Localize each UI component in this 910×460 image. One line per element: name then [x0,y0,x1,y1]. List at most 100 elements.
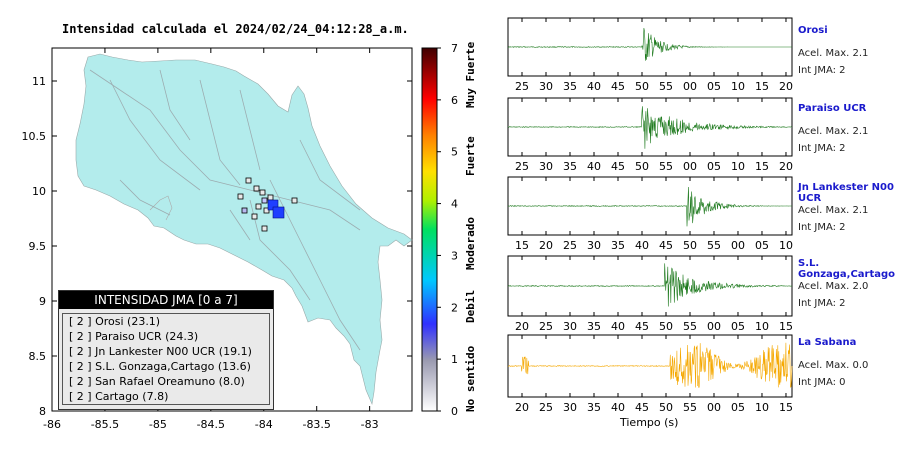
time-tick-label: 55 [683,320,697,333]
time-tick-label: 55 [683,401,697,414]
time-tick-label: 20 [779,160,793,173]
time-tick-label: 55 [707,239,721,252]
station-name-4: La Sabana [798,337,857,348]
time-tick-label: 45 [611,160,625,173]
x-tick-label: -84.5 [197,418,225,431]
x-tick-label: -85.5 [91,418,119,431]
colorbar-tick-label: 0 [451,405,458,418]
station-int-4: Int JMA: 0 [798,377,846,388]
time-tick-label: 05 [731,401,745,414]
legend-row: [ 2 ] Cartago (7.8) [69,390,169,403]
time-tick-label: 40 [587,80,601,93]
time-tick-label: 45 [635,401,649,414]
time-tick-label: 40 [611,320,625,333]
time-tick-label: 40 [611,401,625,414]
colorbar-tick-label: 4 [451,198,458,211]
station-name-3: S.L. Gonzaga,Cartago [798,258,896,280]
time-tick-label: 15 [779,401,793,414]
seismogram-panel: 25 30 35 40 45 50 55 00 05 10 15 20 [507,17,793,93]
y-tick-label: 11 [32,75,46,88]
time-tick-label: 20 [539,239,553,252]
colorbar-gradient [421,47,438,412]
intensity-legend: INTENSIDAD JMA [0 a 7] [ 2 ] Orosi (23.1… [58,290,274,410]
time-tick-label: 35 [563,80,577,93]
time-tick-label: 30 [563,401,577,414]
station-int-1: Int JMA: 2 [798,143,846,154]
seismogram-panel: 20 25 30 35 40 45 50 55 00 05 10 15 [507,334,793,414]
colorbar-tick-label: 5 [451,146,458,159]
station-name-1: Paraiso UCR [798,103,867,114]
time-tick-label: 25 [539,320,553,333]
time-tick-label: 50 [635,80,649,93]
waveform-trace [508,27,792,61]
time-tick-label: 05 [707,160,721,173]
legend-row: [ 2 ] Orosi (23.1) [69,315,161,328]
station-acel-1: Acel. Max. 2.1 [798,126,869,137]
station-acel-2: Acel. Max. 2.1 [798,205,869,216]
x-tick-label: -84 [255,418,273,431]
colorbar-label-muy-fuerte: Muy Fuerte [464,41,477,108]
time-tick-label: 00 [707,401,721,414]
time-tick-label: 45 [659,239,673,252]
time-tick-label: 05 [755,239,769,252]
time-tick-label: 25 [563,239,577,252]
time-tick-label: 55 [659,160,673,173]
time-tick-label: 35 [587,320,601,333]
time-tick-label: 30 [563,320,577,333]
y-tick-label: 10.5 [22,130,47,143]
time-tick-label: 15 [515,239,529,252]
legend-row: [ 2 ] S.L. Gonzaga,Cartago (13.6) [69,360,251,373]
station-int-2: Int JMA: 2 [798,222,846,233]
colorbar-label-fuerte: Fuerte [464,136,477,176]
y-tick-label: 8 [39,405,46,418]
time-tick-label: 15 [779,320,793,333]
time-tick-label: 05 [707,80,721,93]
y-tick-label: 9 [39,295,46,308]
legend-list: [ 2 ] Orosi (23.1) [ 2 ] Paraiso UCR (24… [62,313,270,405]
waveform-trace [507,342,793,388]
time-tick-label: 25 [515,160,529,173]
seismogram-panel: 25 30 35 40 45 50 55 00 05 10 15 20 [507,97,793,173]
x-tick-label: -83 [361,418,379,431]
time-tick-label: 10 [779,239,793,252]
time-tick-label: 55 [659,80,673,93]
time-tick-label: 45 [611,80,625,93]
time-tick-label: 00 [683,160,697,173]
y-tick-label: 9.5 [29,240,47,253]
time-tick-label: 20 [515,401,529,414]
colorbar-tick-label: 6 [451,94,458,107]
time-tick-label: 50 [635,160,649,173]
legend-row: [ 2 ] Paraiso UCR (24.3) [69,330,199,343]
x-tick-label: -85 [149,418,167,431]
station-acel-3: Acel. Max. 2.0 [798,281,869,292]
time-tick-label: 00 [731,239,745,252]
station-int-3: Int JMA: 2 [798,298,846,309]
time-tick-label: 50 [659,401,673,414]
station-name-2: Jn Lankester N00 UCR [798,182,894,204]
time-tick-label: 05 [731,320,745,333]
x-tick-label: -83.5 [302,418,330,431]
nicoya-coast [149,195,173,221]
colorbar-tick-label: 1 [451,353,458,366]
y-tick-label: 8.5 [29,350,47,363]
seismogram-panel: 20 25 30 35 40 45 50 55 00 05 10 15 [507,255,793,333]
time-tick-label: 10 [755,320,769,333]
colorbar-label-moderado: Moderado [464,217,477,270]
y-tick-label: 10 [32,185,46,198]
time-tick-label: 00 [683,80,697,93]
map-axes: -86 -85.5 -85 -84.5 -84 -83.5 -83 8 8.5 9 9.5 10 10.… [22,48,412,431]
time-tick-label: 15 [755,80,769,93]
colorbar-tick-label: 3 [451,249,458,262]
time-tick-label: 00 [707,320,721,333]
epicenter-marker-b [272,206,285,219]
time-tick-label: 50 [659,320,673,333]
x-tick-label: -86 [43,418,61,431]
station-name-0: Orosi [798,25,828,36]
colorbar-ticks: 0 1 2 3 4 5 6 7 [437,42,458,418]
time-tick-label: 40 [587,160,601,173]
time-tick-label: 45 [635,320,649,333]
time-tick-label: 35 [611,239,625,252]
station-int-0: Int JMA: 2 [798,65,846,76]
waveform-trace [508,263,792,307]
legend-title: INTENSIDAD JMA [0 a 7] [59,291,273,309]
